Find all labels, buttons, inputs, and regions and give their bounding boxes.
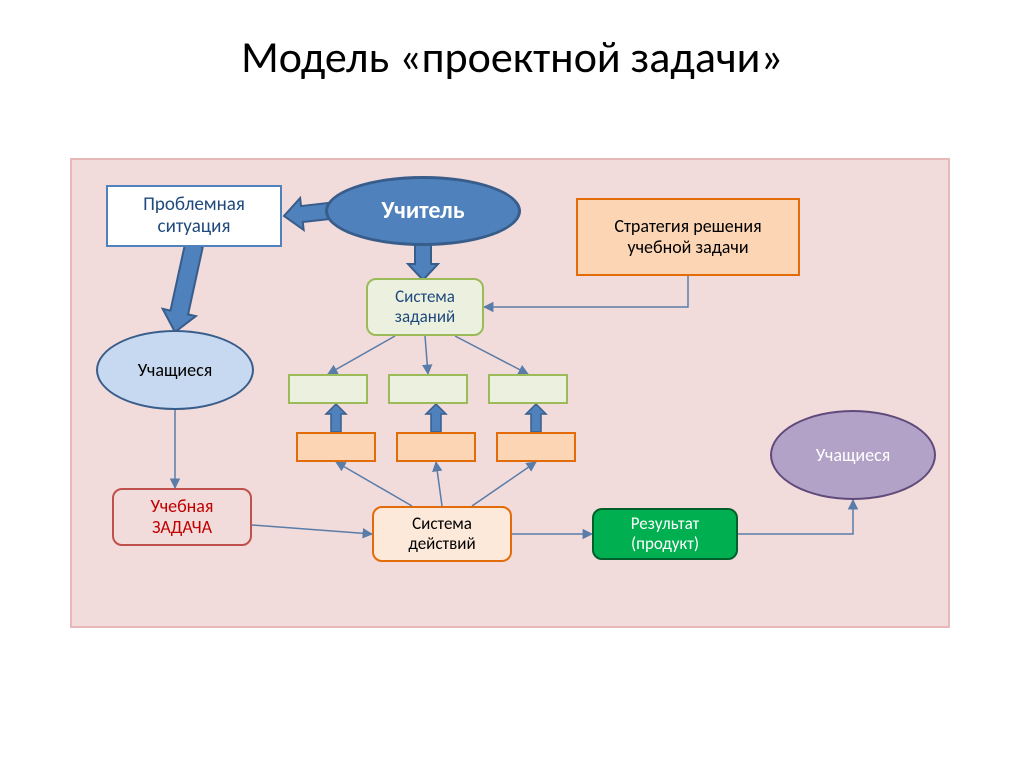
node-g1 [288,374,368,404]
node-teacher: Учитель [325,176,521,246]
slide: Модель «проектной задачи» Учитель Проблем… [0,0,1024,767]
node-o1 [296,432,376,462]
node-students1: Учащиеся [96,330,254,410]
node-o2 [396,432,476,462]
node-g3 [488,374,568,404]
node-result: Результат (продукт) [592,508,738,560]
node-strategy: Стратегия решения учебной задачи [576,198,800,276]
node-g2 [388,374,468,404]
node-students2: Учащиеся [770,410,936,500]
node-o3 [496,432,576,462]
node-learning_task: Учебная ЗАДАЧА [112,488,252,546]
slide-title: Модель «проектной задачи» [0,30,1024,84]
node-problem: Проблемная ситуация [106,185,282,247]
node-task_system: Система заданий [366,278,484,336]
node-action_system: Система действий [372,506,512,562]
